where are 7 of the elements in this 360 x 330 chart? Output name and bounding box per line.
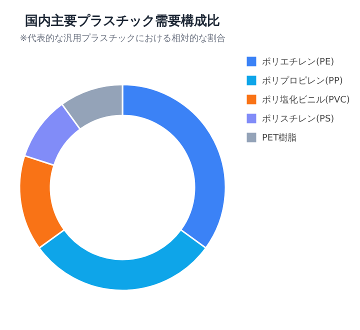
legend-label: ポリスチレン(PS) — [262, 114, 334, 124]
legend-label: PET樹脂 — [262, 132, 297, 144]
legend-label: ポリ塩化ビニル(PVC) — [262, 94, 350, 106]
legend-label: ポリエチレン(PE) — [262, 58, 334, 68]
chart-title: 国内主要プラスチック需要構成比 — [25, 13, 220, 29]
chart-subtitle: ※代表的な汎用プラスチックにおける相対的な割合 — [20, 33, 226, 44]
legend-label: ポリプロピレン(PP) — [262, 76, 343, 86]
